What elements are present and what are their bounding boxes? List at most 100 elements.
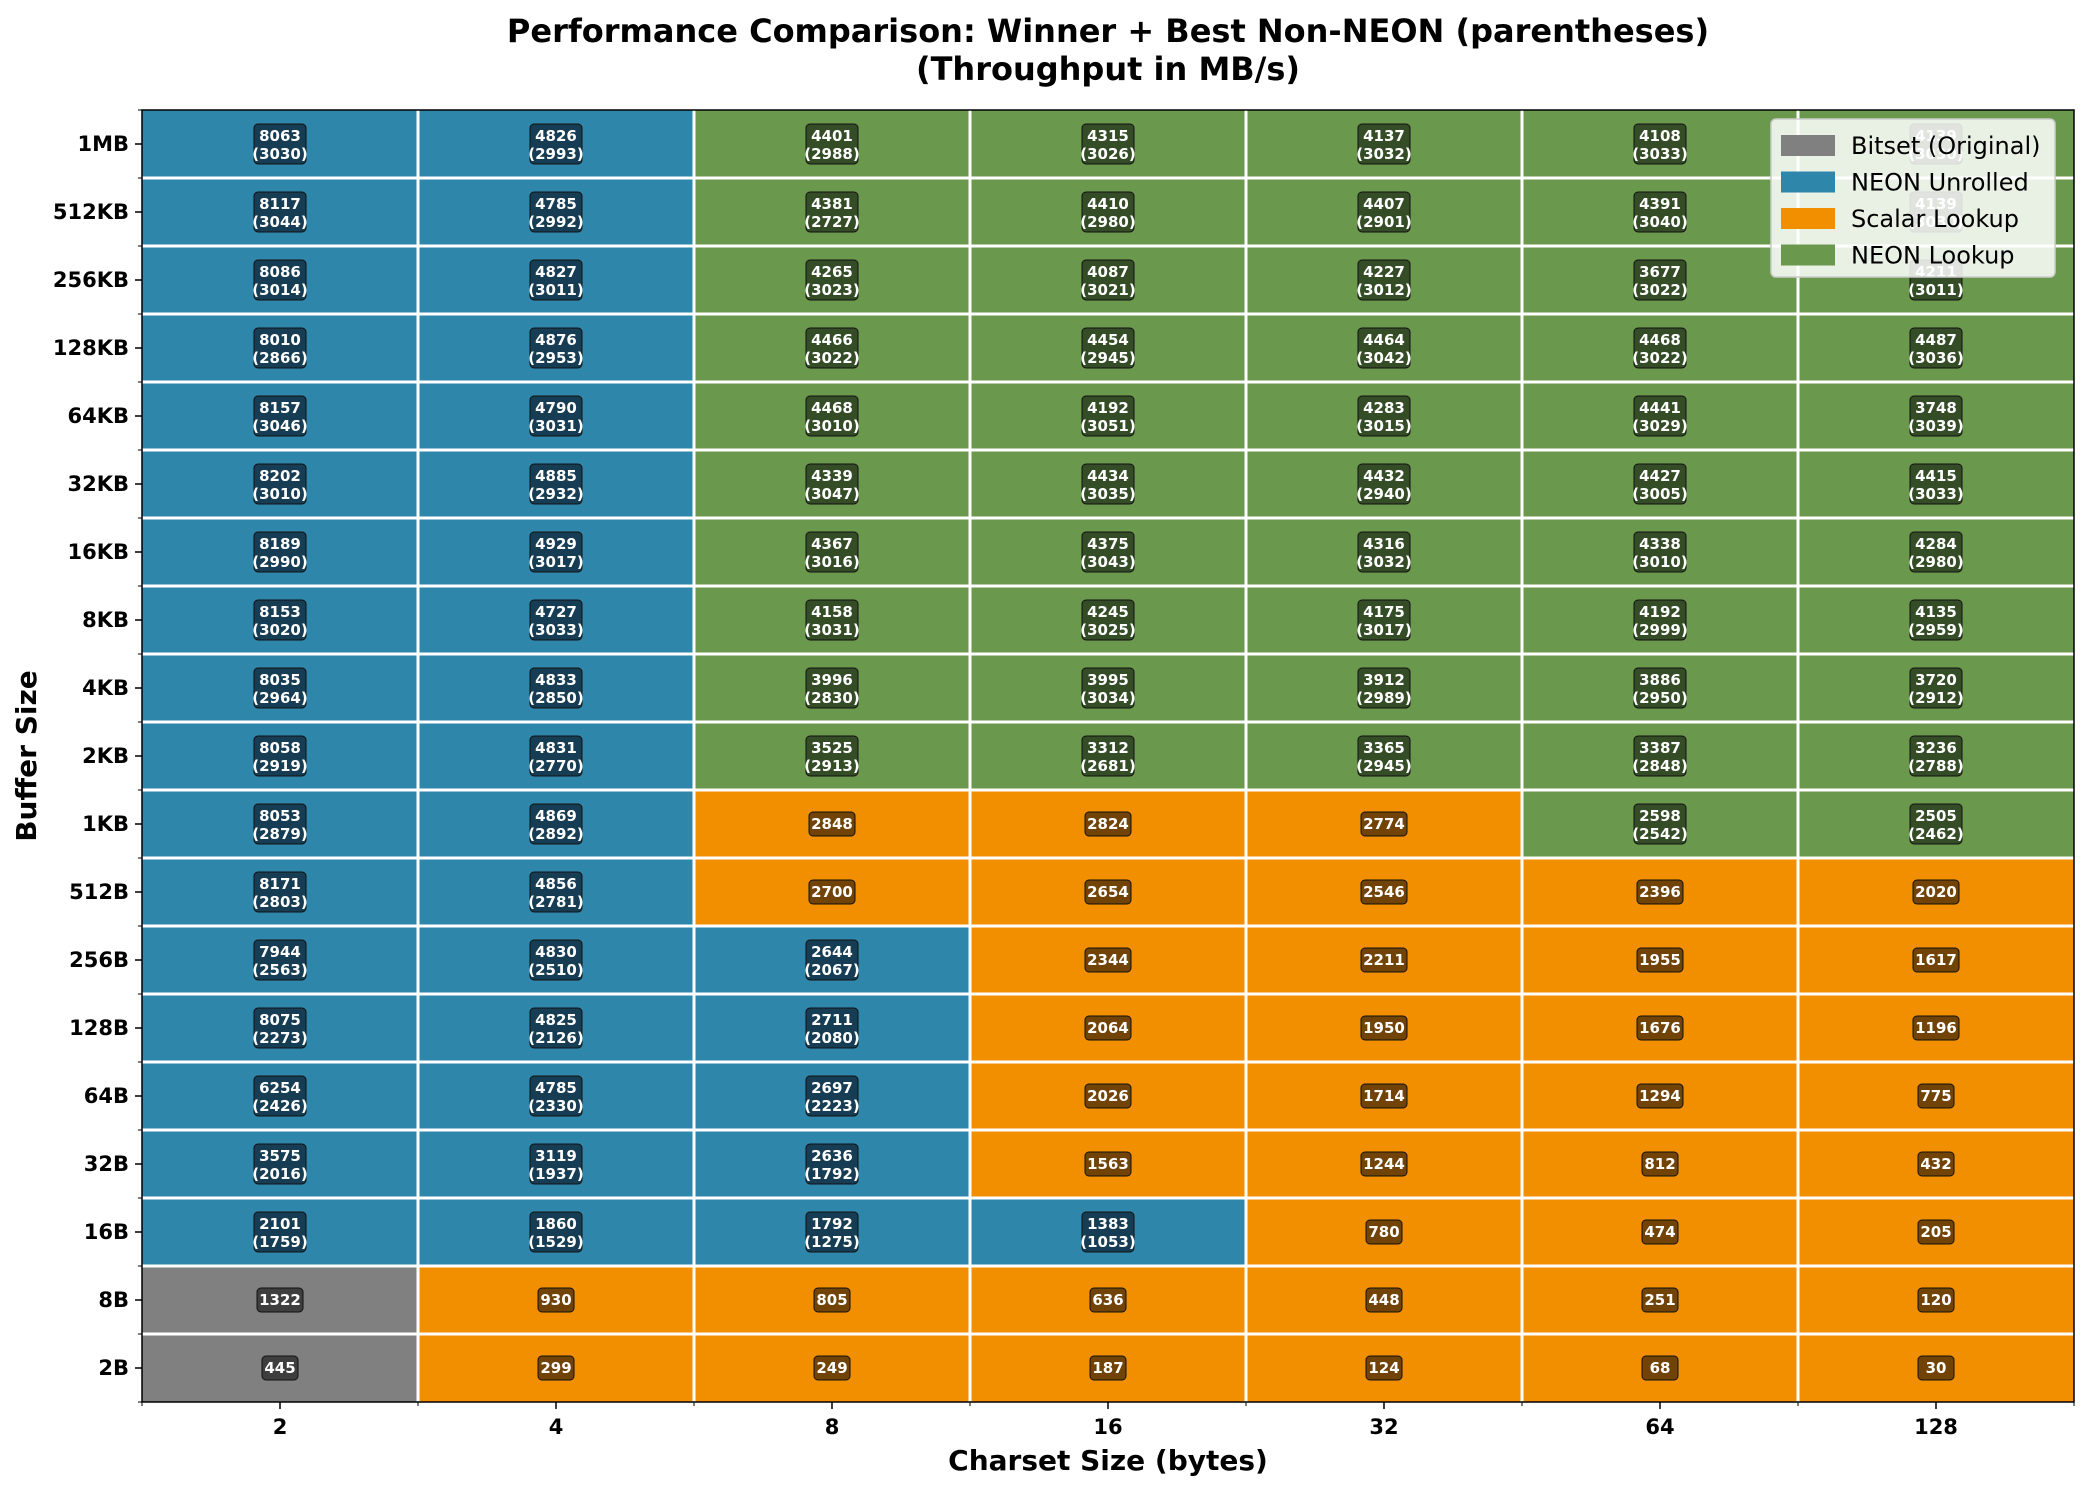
cell-label-badge <box>253 803 307 845</box>
cell-non-neon-value: (2945) <box>1356 757 1411 775</box>
cell-winner-value: 4283 <box>1363 399 1405 417</box>
cell-label-badge <box>1081 191 1135 233</box>
cell-winner-value: 4401 <box>811 127 853 145</box>
cell-label-badge <box>1633 531 1687 573</box>
cell-non-neon-value: (2964) <box>252 689 307 707</box>
cell-winner-value: 3995 <box>1087 671 1129 689</box>
cell-non-neon-value: (3025) <box>1080 621 1135 639</box>
cell-winner-value: 775 <box>1920 1087 1951 1105</box>
cell-non-neon-value: (2788) <box>1908 757 1963 775</box>
cell-non-neon-value: (3021) <box>1080 281 1135 299</box>
cell-label-badge <box>1084 947 1132 973</box>
x-tick-label: 64 <box>1645 1415 1674 1439</box>
cell-non-neon-value: (3023) <box>804 281 859 299</box>
cell-winner-value: 2026 <box>1087 1087 1129 1105</box>
cell-label-badge <box>805 191 859 233</box>
cell-label-badge <box>1917 1151 1955 1177</box>
y-tick-label: 4KB <box>82 676 129 700</box>
cell-non-neon-value: (3016) <box>804 553 859 571</box>
cell-non-neon-value: (3031) <box>804 621 859 639</box>
cell-winner-value: 2654 <box>1087 883 1129 901</box>
cell-non-neon-value: (3005) <box>1632 485 1687 503</box>
cell-label-badge <box>1909 463 1963 505</box>
cell-label-badge <box>805 395 859 437</box>
cell-non-neon-value: (2803) <box>252 893 307 911</box>
cell-winner-value: 3312 <box>1087 739 1129 757</box>
cell-label-badge <box>1909 667 1963 709</box>
cell-label-badge <box>1636 947 1684 973</box>
cell-winner-value: 2697 <box>811 1079 853 1097</box>
cell-non-neon-value: (3017) <box>528 553 583 571</box>
cell-winner-value: 3236 <box>1915 739 1957 757</box>
cell-winner-value: 205 <box>1920 1223 1951 1241</box>
y-tick-label: 256KB <box>53 268 129 292</box>
cell-non-neon-value: (3010) <box>1632 553 1687 571</box>
cell-winner-value: 3119 <box>535 1147 577 1165</box>
cell-winner-value: 4785 <box>535 1079 577 1097</box>
cell-non-neon-value: (2993) <box>528 145 583 163</box>
cell-label-badge <box>256 1287 304 1313</box>
cell-label-badge <box>537 1287 575 1313</box>
cell-winner-value: 4830 <box>535 943 577 961</box>
cell-non-neon-value: (2912) <box>1908 689 1963 707</box>
x-tick-label: 8 <box>825 1415 840 1439</box>
cell-winner-value: 4227 <box>1363 263 1405 281</box>
y-tick-label: 16B <box>84 1220 129 1244</box>
y-tick-label: 32B <box>84 1152 129 1176</box>
cell-label-badge <box>1633 191 1687 233</box>
cell-non-neon-value: (1759) <box>252 1233 307 1251</box>
cell-label-badge <box>253 1143 307 1185</box>
cell-winner-value: 8117 <box>259 195 301 213</box>
cell-label-badge <box>1081 327 1135 369</box>
cell-winner-value: 4434 <box>1087 467 1129 485</box>
cell-winner-value: 4381 <box>811 195 853 213</box>
cell-winner-value: 4826 <box>535 127 577 145</box>
y-axis-label: Buffer Size <box>10 670 43 842</box>
cell-winner-value: 1792 <box>811 1215 853 1233</box>
cell-winner-value: 8010 <box>259 331 301 349</box>
cell-winner-value: 4339 <box>811 467 853 485</box>
y-tick-label: 128KB <box>53 336 129 360</box>
cell-winner-value: 2101 <box>259 1215 301 1233</box>
cell-winner-value: 187 <box>1092 1359 1123 1377</box>
cell-winner-value: 2064 <box>1087 1019 1129 1037</box>
cell-label-badge <box>805 259 859 301</box>
cell-non-neon-value: (2950) <box>1632 689 1687 707</box>
cell-label-badge <box>1365 1287 1403 1313</box>
cell-label-badge <box>1633 327 1687 369</box>
cell-label-badge <box>1081 123 1135 165</box>
cell-label-badge <box>1909 327 1963 369</box>
cell-winner-value: 1617 <box>1915 951 1957 969</box>
heatmap-cells: 8063(3030) 4826(2993) 4401(2988) 4315(3026)… <box>142 110 2074 1402</box>
cell-label-badge <box>529 735 583 777</box>
cell-winner-value: 4158 <box>811 603 853 621</box>
cell-label-badge <box>1084 879 1132 905</box>
cell-winner-value: 2344 <box>1087 951 1129 969</box>
cell-non-neon-value: (1529) <box>528 1233 583 1251</box>
cell-winner-value: 3912 <box>1363 671 1405 689</box>
cell-non-neon-value: (3017) <box>1356 621 1411 639</box>
cell-label-badge <box>1912 1015 1960 1041</box>
cell-label-badge <box>1357 667 1411 709</box>
cell-non-neon-value: (3014) <box>252 281 307 299</box>
cell-non-neon-value: (2542) <box>1632 825 1687 843</box>
cell-winner-value: 4487 <box>1915 331 1957 349</box>
y-tick-label: 1MB <box>77 132 129 156</box>
cell-winner-value: 2774 <box>1363 815 1405 833</box>
cell-winner-value: 2644 <box>811 943 853 961</box>
cell-winner-value: 2711 <box>811 1011 853 1029</box>
legend-swatch <box>1781 244 1835 266</box>
cell-label-badge <box>1917 1287 1955 1313</box>
cell-winner-value: 4391 <box>1639 195 1681 213</box>
cell-label-badge <box>1909 599 1963 641</box>
cell-label-badge <box>1909 735 1963 777</box>
cell-winner-value: 1950 <box>1363 1019 1405 1037</box>
cell-winner-value: 1714 <box>1363 1087 1405 1105</box>
y-tick-label: 8KB <box>82 608 129 632</box>
cell-non-neon-value: (3031) <box>528 417 583 435</box>
cell-non-neon-value: (3030) <box>252 145 307 163</box>
cell-non-neon-value: (2781) <box>528 893 583 911</box>
legend-label: Scalar Lookup <box>1851 205 2019 233</box>
cell-winner-value: 474 <box>1644 1223 1675 1241</box>
cell-label-badge <box>1633 259 1687 301</box>
